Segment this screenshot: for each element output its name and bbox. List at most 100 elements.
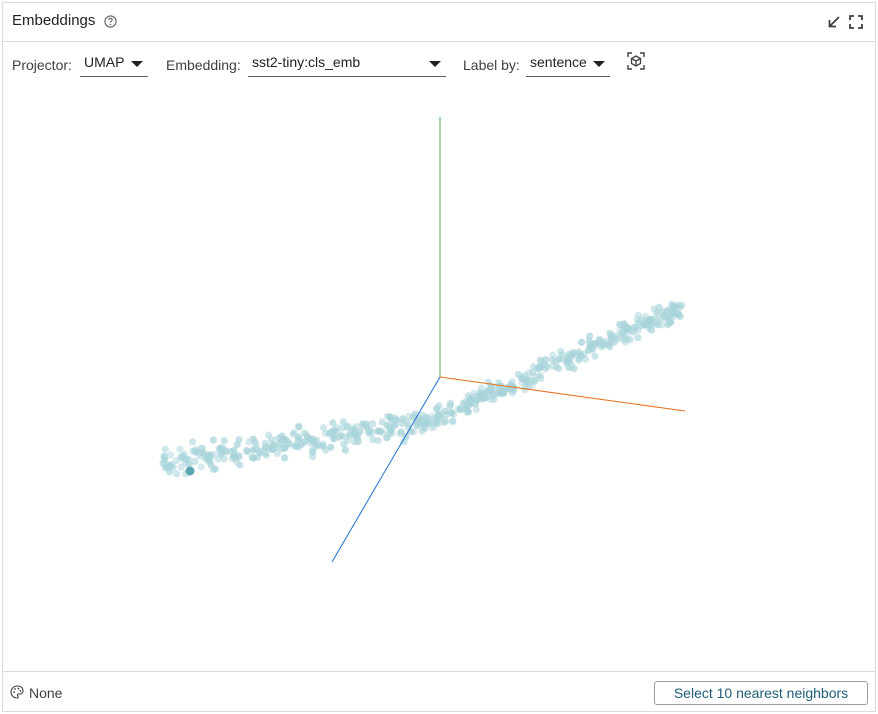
embedding-point[interactable] (472, 406, 480, 414)
embedding-select[interactable]: sst2-tiny:cls_emb (248, 53, 446, 77)
embedding-point[interactable] (228, 454, 236, 462)
embedding-point[interactable] (435, 411, 443, 419)
embedding-point[interactable] (630, 327, 639, 335)
embedding-point[interactable] (335, 433, 343, 441)
embedding-point[interactable] (533, 365, 541, 373)
embedding-point[interactable] (313, 441, 321, 449)
embedding-point[interactable] (268, 445, 276, 453)
embedding-point[interactable] (396, 429, 404, 437)
embedding-point[interactable] (654, 321, 662, 329)
embedding-point[interactable] (179, 453, 187, 461)
labelby-select[interactable]: sentence (526, 53, 610, 77)
embedding-point[interactable] (676, 312, 684, 320)
reset-view-icon[interactable] (627, 52, 645, 70)
embedding-point[interactable] (449, 410, 457, 418)
embedding-point[interactable] (173, 470, 181, 478)
embedding-point[interactable] (192, 445, 200, 453)
embedding-point[interactable] (383, 434, 391, 442)
embedding-point[interactable] (163, 464, 171, 472)
embedding-point[interactable] (518, 374, 526, 382)
color-by-value[interactable]: None (29, 685, 63, 701)
embedding-point[interactable] (308, 447, 317, 455)
embedding-point[interactable] (435, 402, 443, 410)
embedding-point[interactable] (587, 342, 595, 350)
embedding-point[interactable] (392, 416, 400, 424)
embedding-point[interactable] (209, 436, 217, 444)
selected-point[interactable] (185, 466, 195, 476)
embedding-point[interactable] (340, 440, 348, 448)
embedding-point[interactable] (599, 340, 607, 348)
embedding-point[interactable] (245, 438, 253, 446)
embedding-point[interactable] (219, 444, 227, 452)
embedding-point[interactable] (441, 418, 449, 426)
embedding-point[interactable] (446, 402, 454, 410)
embedding-point[interactable] (416, 415, 424, 423)
embedding-point[interactable] (541, 365, 549, 373)
embedding-point[interactable] (197, 463, 205, 471)
fullscreen-icon[interactable] (848, 14, 864, 30)
embedding-point[interactable] (262, 442, 270, 450)
embedding-point[interactable] (464, 392, 472, 400)
embedding-point[interactable] (300, 439, 308, 447)
embedding-point[interactable] (409, 414, 417, 422)
embedding-point[interactable] (166, 451, 175, 459)
embedding-point[interactable] (565, 358, 573, 366)
embedding-point[interactable] (526, 376, 535, 384)
embedding-point[interactable] (319, 442, 327, 450)
palette-icon[interactable] (10, 685, 24, 699)
embedding-point[interactable] (250, 454, 258, 462)
embedding-scatter-plot[interactable] (3, 83, 875, 671)
embedding-point[interactable] (548, 356, 557, 364)
embedding-point[interactable] (409, 428, 417, 436)
embedding-point[interactable] (428, 417, 436, 425)
embedding-point[interactable] (320, 424, 328, 432)
embedding-point[interactable] (374, 436, 382, 445)
embedding-point[interactable] (223, 447, 231, 455)
embedding-point[interactable] (404, 423, 412, 431)
embedding-point[interactable] (161, 456, 169, 464)
embedding-point[interactable] (230, 446, 238, 455)
embedding-point[interactable] (462, 405, 470, 413)
embedding-point[interactable] (256, 449, 264, 457)
embedding-point[interactable] (400, 438, 408, 446)
embedding-point[interactable] (549, 351, 557, 359)
embedding-point[interactable] (568, 361, 576, 369)
embedding-point[interactable] (214, 455, 222, 463)
embedding-point[interactable] (191, 457, 199, 465)
embedding-point[interactable] (176, 445, 184, 453)
embedding-point[interactable] (341, 446, 349, 454)
embedding-point[interactable] (343, 423, 351, 431)
embedding-point[interactable] (615, 334, 623, 343)
embedding-point[interactable] (470, 392, 478, 401)
embedding-point[interactable] (263, 451, 271, 459)
embedding-point[interactable] (308, 453, 316, 461)
embedding-point[interactable] (242, 446, 250, 454)
embedding-point[interactable] (586, 332, 594, 340)
embedding-point[interactable] (484, 378, 492, 386)
embedding-point[interactable] (289, 430, 297, 438)
embedding-point[interactable] (235, 436, 243, 444)
embedding-point[interactable] (281, 454, 289, 462)
embedding-point[interactable] (283, 437, 291, 445)
embedding-point[interactable] (634, 334, 642, 342)
embedding-point[interactable] (375, 427, 384, 435)
embedding-point[interactable] (671, 302, 679, 310)
embedding-point[interactable] (278, 445, 286, 453)
embedding-point[interactable] (366, 427, 374, 435)
embedding-canvas[interactable] (3, 83, 875, 671)
embedding-point[interactable] (606, 343, 614, 351)
embedding-point[interactable] (352, 431, 360, 439)
embedding-point[interactable] (591, 352, 599, 360)
embedding-point[interactable] (549, 362, 557, 370)
embedding-point[interactable] (220, 437, 228, 445)
embedding-point[interactable] (433, 417, 441, 425)
embedding-point[interactable] (647, 326, 656, 334)
embedding-point[interactable] (292, 442, 300, 450)
embedding-point[interactable] (211, 465, 220, 473)
embedding-point[interactable] (329, 428, 337, 436)
embedding-point[interactable] (467, 400, 475, 408)
embedding-point[interactable] (330, 435, 338, 443)
embedding-point[interactable] (570, 365, 578, 373)
embedding-point[interactable] (388, 426, 396, 434)
embedding-point[interactable] (369, 420, 377, 428)
